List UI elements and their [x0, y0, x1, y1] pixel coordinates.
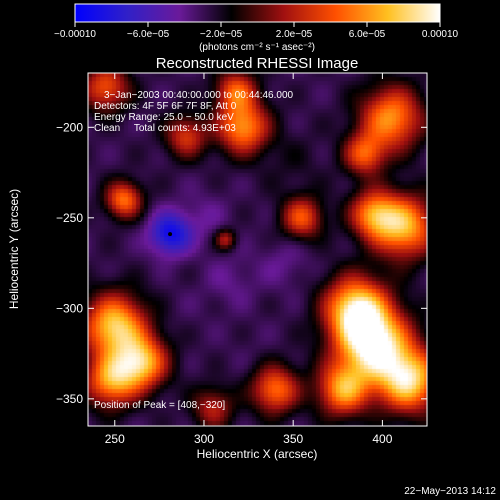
annotation-energy: Energy Range: 25.0 − 50.0 keV: [94, 112, 234, 123]
y-axis: −200 −250 −300 −350: [56, 120, 427, 406]
chart-title: Reconstructed RHESSI Image: [156, 55, 359, 72]
colorbar-tick-label: 0.00010: [422, 29, 459, 40]
colorbar: −0.00010 −6.0e−05 −2.0e−05 2.0e−05 6.0e−05 0.…: [54, 3, 459, 53]
plot-area: 3−Jan−2003 00:40:00.000 to 00:44:46.000 …: [87, 72, 428, 427]
footer-timestamp: 22−May−2013 14:12: [404, 486, 496, 497]
x-tick-label: 300: [194, 432, 214, 446]
colorbar-tick-label: −6.0e−05: [127, 29, 170, 40]
colorbar-tick-label: −0.00010: [54, 29, 96, 40]
colorbar-tick-label: −2.0e−05: [200, 29, 243, 40]
annotation-block: 3−Jan−2003 00:40:00.000 to 00:44:46.000 …: [94, 90, 294, 134]
x-axis: 250 300 350 400: [105, 73, 393, 446]
colorbar-ticks: −0.00010 −6.0e−05 −2.0e−05 2.0e−05 6.0e−05 0.…: [54, 22, 459, 40]
colorbar-bar: [74, 3, 441, 23]
annotation-time: 3−Jan−2003 00:40:00.000 to 00:44:46.000: [104, 90, 294, 101]
colorbar-tick-label: 2.0e−05: [276, 29, 313, 40]
y-tick-label: −350: [56, 392, 83, 406]
y-axis-label: Heliocentric Y (arcsec): [7, 189, 21, 309]
x-tick-label: 400: [372, 432, 392, 446]
heatmap-canvas: [88, 73, 427, 426]
x-tick-label: 250: [105, 432, 125, 446]
peak-position-label: Position of Peak = [408,−320]: [94, 400, 225, 411]
x-axis-label: Heliocentric X (arcsec): [197, 447, 318, 461]
annotation-counts: Clean Total counts: 4.93E+03: [94, 123, 236, 134]
peak-marker: [168, 232, 173, 237]
y-tick-label: −250: [56, 211, 83, 225]
y-tick-label: −200: [56, 120, 83, 134]
plot-frame: [87, 72, 428, 427]
x-tick-label: 350: [283, 432, 303, 446]
y-tick-label: −300: [56, 301, 83, 315]
annotation-detectors: Detectors: 4F 5F 6F 7F 8F, Att 0: [94, 101, 237, 112]
colorbar-tick-label: 6.0e−05: [349, 29, 386, 40]
colorbar-unit: (photons cm⁻² s⁻¹ asec⁻²): [199, 42, 315, 53]
